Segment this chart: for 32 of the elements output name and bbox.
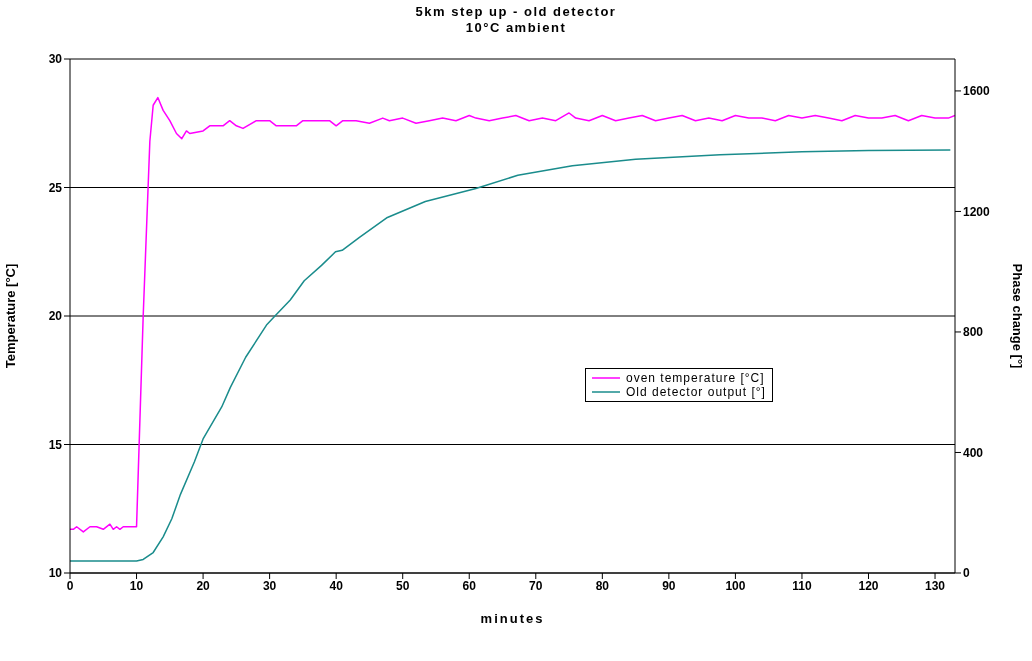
x-tick-label: 70 [529, 578, 543, 593]
y-tick-label: 30 [48, 52, 63, 67]
y2-tick-label: 800 [963, 325, 984, 340]
y2-tick-label: 0 [963, 566, 970, 581]
chart-subtitle: 10°C ambient [464, 20, 568, 36]
legend-label: oven temperature [°C] [626, 371, 765, 385]
x-tick-label: 120 [858, 578, 879, 593]
x-tick-label: 90 [662, 578, 676, 593]
y-tick-label: 10 [48, 566, 63, 581]
x-tick-label: 40 [329, 578, 344, 593]
x-tick-label: 110 [792, 578, 812, 593]
x-axis-title: minutes [480, 611, 545, 626]
x-tick-label: 60 [462, 578, 477, 593]
chart-title: 5km step up - old detector [414, 4, 618, 20]
x-tick-label: 30 [262, 578, 277, 593]
x-tick-label: 0 [66, 578, 74, 593]
x-tick-label: 80 [595, 578, 610, 593]
y-tick-label: 15 [48, 437, 63, 452]
x-tick-label: 130 [925, 578, 946, 593]
line-series [70, 149, 952, 562]
x-tick-label: 100 [725, 578, 746, 593]
y-axis-title: Temperature [°C] [2, 263, 18, 369]
y-tick-label: 20 [48, 309, 63, 324]
x-tick-label: 50 [396, 578, 410, 593]
y2-tick-label: 400 [963, 445, 984, 460]
y2-tick-label: 1200 [963, 204, 991, 219]
y-tick-label: 25 [48, 180, 63, 195]
y2-tick-label: 1600 [963, 84, 991, 99]
y2-axis-title: Phase change [°] [1010, 263, 1026, 369]
x-tick-label: 10 [129, 578, 144, 593]
legend-label: Old detector output [°] [626, 385, 766, 399]
x-tick-label: 20 [196, 578, 211, 593]
